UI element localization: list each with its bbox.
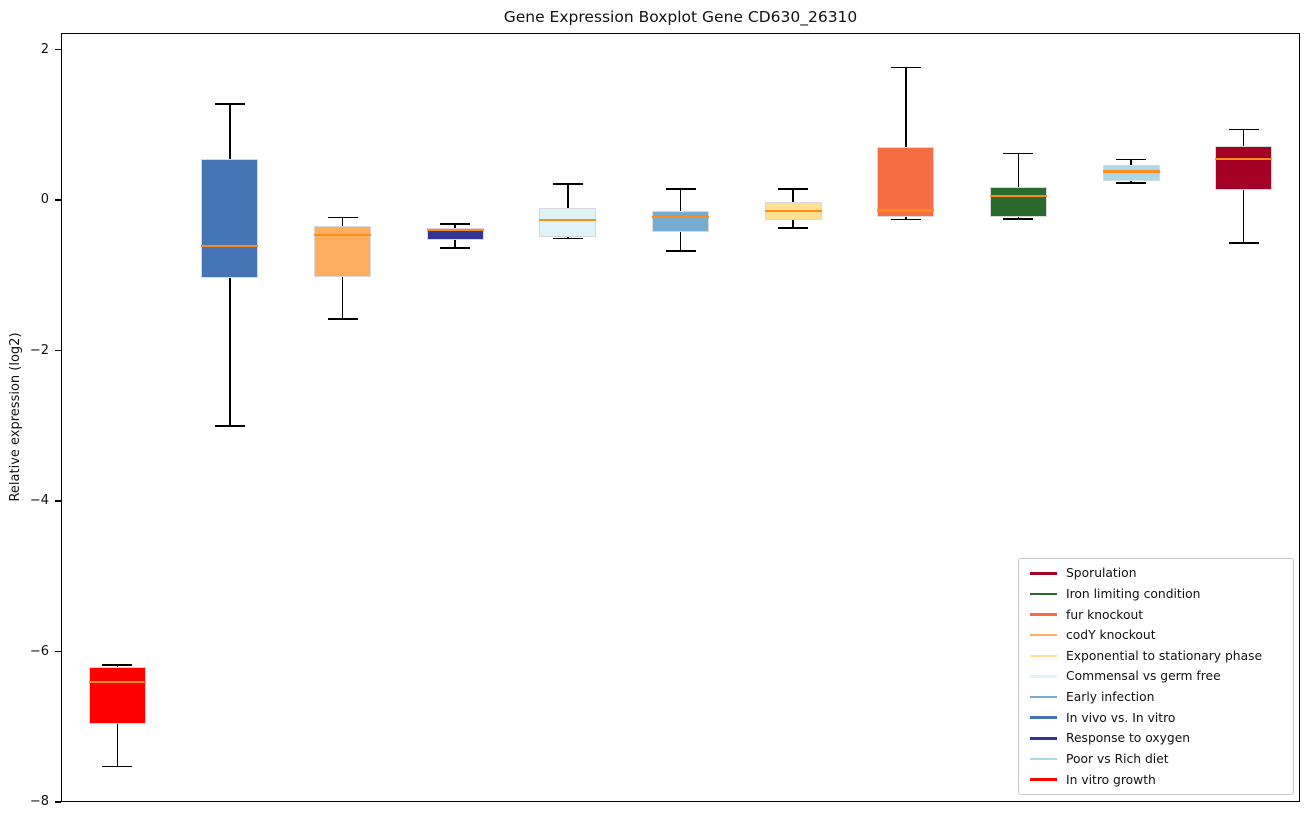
whisker-cap-upper: [327, 216, 358, 219]
whisker-cap-upper: [214, 102, 245, 105]
legend-item: Early infection: [1019, 690, 1293, 704]
whisker-cap-lower: [1003, 218, 1034, 220]
whisker-cap-lower: [102, 765, 133, 768]
legend-swatch: [1030, 613, 1057, 616]
whisker-cap-lower: [778, 227, 809, 229]
legend-label: Poor vs Rich diet: [1066, 751, 1169, 766]
box: [1215, 145, 1273, 191]
legend-label: fur knockout: [1066, 607, 1144, 622]
legend-item: Response to oxygen: [1019, 731, 1293, 745]
legend-item: codY knockout: [1019, 628, 1293, 642]
median-line: [539, 218, 597, 221]
chart-title: Gene Expression Boxplot Gene CD630_26310: [503, 8, 858, 26]
box: [201, 159, 259, 278]
median-line: [88, 681, 146, 684]
y-tick-label: −4: [29, 493, 49, 509]
legend: Sporulation Iron limiting condition fur kn…: [1018, 558, 1294, 795]
median-line: [1102, 170, 1160, 173]
whisker-cap-lower: [552, 237, 583, 240]
box: [88, 667, 146, 725]
median-line: [877, 209, 935, 212]
y-tick-mark: [55, 199, 61, 201]
whisker-cap-upper: [1116, 158, 1147, 161]
legend-swatch: [1030, 654, 1057, 658]
y-tick-label: −2: [29, 342, 49, 358]
y-tick-mark: [55, 48, 61, 51]
whisker-cap-upper: [1003, 152, 1034, 155]
box: [877, 146, 935, 217]
whisker-cap-upper: [778, 187, 809, 190]
legend-swatch: [1030, 695, 1057, 699]
y-tick-label: 2: [40, 41, 49, 57]
median-line: [1215, 158, 1273, 161]
box: [1102, 165, 1160, 182]
legend-label: codY knockout: [1066, 628, 1156, 643]
legend-item: Exponential to stationary phase: [1019, 649, 1293, 663]
legend-swatch: [1030, 633, 1057, 637]
legend-item: Sporulation: [1019, 566, 1293, 580]
whisker-cap-upper: [440, 223, 471, 225]
whisker-line: [905, 67, 907, 220]
whisker-cap-lower: [665, 250, 696, 252]
legend-item: Iron limiting condition: [1019, 587, 1293, 601]
y-tick-label: −6: [29, 643, 49, 659]
median-line: [652, 216, 709, 219]
legend-swatch: [1030, 716, 1057, 719]
legend-swatch: [1030, 675, 1057, 678]
median-line: [989, 195, 1047, 198]
legend-item: fur knockout: [1019, 608, 1293, 622]
legend-label: Commensal vs germ free: [1066, 669, 1221, 684]
y-tick-label: 0: [40, 192, 49, 208]
median-line: [314, 233, 372, 236]
whisker-cap-lower: [327, 318, 358, 320]
legend-label: Response to oxygen: [1066, 731, 1191, 746]
whisker-cap-upper: [552, 183, 583, 186]
y-tick-mark: [55, 349, 61, 352]
whisker-cap-lower: [214, 424, 245, 427]
whisker-cap-lower: [890, 218, 921, 221]
y-tick-mark: [55, 801, 61, 803]
y-tick-mark: [55, 500, 61, 502]
legend-label: Exponential to stationary phase: [1066, 648, 1263, 663]
legend-swatch: [1030, 778, 1057, 781]
median-line: [201, 244, 259, 248]
whisker-cap-lower: [440, 247, 471, 249]
y-axis-label: Relative expression (log2): [8, 332, 23, 502]
legend-label: In vivo vs. In vitro: [1066, 710, 1176, 725]
legend-label: Sporulation: [1066, 566, 1137, 581]
whisker-line: [1017, 153, 1020, 219]
whisker-cap-lower: [1228, 242, 1259, 244]
y-tick-mark: [55, 650, 61, 653]
box: [652, 211, 709, 232]
whisker-cap-upper: [890, 66, 921, 69]
legend-swatch: [1030, 592, 1057, 596]
median-line: [764, 210, 822, 213]
whisker-cap-upper: [1228, 128, 1259, 131]
whisker-cap-upper: [665, 187, 696, 190]
legend-item: Commensal vs germ free: [1019, 669, 1293, 683]
legend-swatch: [1030, 757, 1057, 761]
legend-swatch: [1030, 737, 1057, 740]
legend-item: In vivo vs. In vitro: [1019, 711, 1293, 725]
legend-label: Iron limiting condition: [1066, 586, 1201, 601]
legend-label: Early infection: [1066, 690, 1155, 705]
whisker-cap-lower: [1116, 181, 1147, 184]
legend-swatch: [1030, 572, 1057, 575]
box: [539, 207, 597, 237]
legend-item: Poor vs Rich diet: [1019, 752, 1293, 766]
box: [989, 187, 1047, 217]
plot-area: [61, 33, 1300, 802]
legend-label: In vitro growth: [1066, 772, 1156, 787]
y-tick-label: −8: [29, 794, 49, 809]
legend-item: In vitro growth: [1019, 773, 1293, 787]
whisker-cap-upper: [102, 664, 133, 666]
median-line: [426, 229, 484, 232]
